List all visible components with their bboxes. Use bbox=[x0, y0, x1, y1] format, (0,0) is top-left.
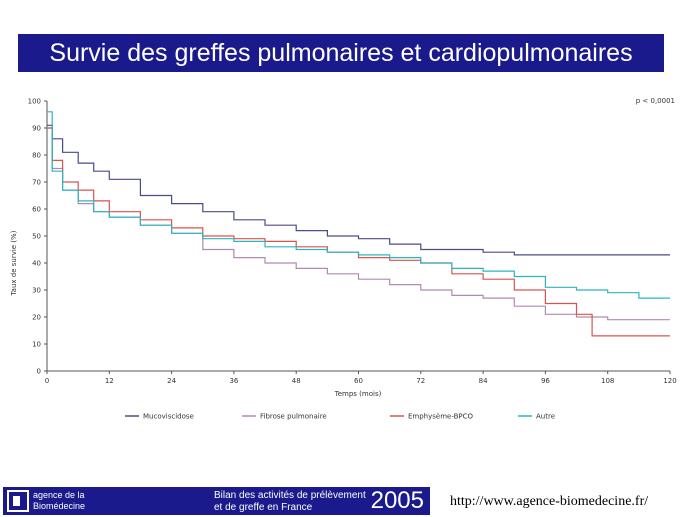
y-tick-label: 90 bbox=[32, 125, 41, 133]
bilan-text-line2: et de greffe en France bbox=[214, 502, 313, 513]
x-tick-label: 120 bbox=[663, 377, 676, 385]
legend-label-1: Mucoviscidose bbox=[143, 413, 194, 421]
legend-label-3: Emphysème-BPCO bbox=[408, 413, 474, 421]
logo-text-line1: agence de la bbox=[33, 490, 85, 500]
y-tick-label: 0 bbox=[37, 368, 41, 376]
x-tick-label: 48 bbox=[292, 377, 301, 385]
bilan-banner: Bilan des activités de prélèvement et de… bbox=[208, 487, 430, 515]
y-tick-label: 10 bbox=[32, 341, 41, 349]
x-tick-label: 36 bbox=[229, 377, 238, 385]
x-tick-label: 12 bbox=[105, 377, 114, 385]
p-value-annotation: p < 0,0001 bbox=[636, 97, 675, 105]
x-axis-label: Temps (mois) bbox=[334, 390, 382, 398]
y-tick-label: 60 bbox=[32, 206, 41, 214]
agence-logo: agence de la Biomédecine bbox=[3, 487, 208, 515]
legend-label-4: Autre bbox=[536, 413, 555, 421]
x-tick-label: 84 bbox=[479, 377, 488, 385]
x-tick-label: 24 bbox=[167, 377, 176, 385]
y-axis-label: Taux de survie (%) bbox=[10, 230, 18, 296]
series-line-4 bbox=[47, 111, 670, 299]
slide-title: Survie des greffes pulmonaires et cardio… bbox=[18, 34, 664, 72]
survival-chart: 0 10 20 30 40 50 60 70 80 90 100 0 12 24 36 48 60 72 84 96 1… bbox=[10, 97, 677, 421]
chart-legend: Mucoviscidose Fibrose pulmonaire Emphysème… bbox=[125, 413, 555, 421]
chart-axes: 0 10 20 30 40 50 60 70 80 90 100 0 12 24 36 48 60 72 84 96 1… bbox=[28, 98, 677, 386]
x-tick-label: 72 bbox=[416, 377, 425, 385]
legend-label-2: Fibrose pulmonaire bbox=[260, 413, 327, 421]
y-tick-label: 40 bbox=[32, 260, 41, 268]
x-tick-label: 60 bbox=[354, 377, 363, 385]
y-tick-label: 70 bbox=[32, 179, 41, 187]
x-tick-label: 96 bbox=[541, 377, 550, 385]
x-tick-label: 108 bbox=[601, 377, 614, 385]
logo-text-line2: Biomédecine bbox=[33, 501, 86, 511]
y-tick-label: 30 bbox=[32, 287, 41, 295]
y-tick-label: 20 bbox=[32, 314, 41, 322]
x-tick-label: 0 bbox=[45, 377, 49, 385]
series-line-1 bbox=[47, 124, 670, 256]
y-tick-label: 50 bbox=[32, 233, 41, 241]
y-tick-label: 100 bbox=[28, 98, 41, 106]
footer-url-link[interactable]: http://www.agence-biomedecine.fr/ bbox=[450, 494, 649, 509]
agence-logo-icon bbox=[7, 490, 29, 512]
series-line-3 bbox=[47, 127, 670, 337]
bilan-text-line1: Bilan des activités de prélèvement bbox=[214, 490, 366, 501]
bilan-year: 2005 bbox=[370, 487, 424, 514]
chart-series bbox=[47, 111, 670, 337]
y-tick-label: 80 bbox=[32, 152, 41, 160]
